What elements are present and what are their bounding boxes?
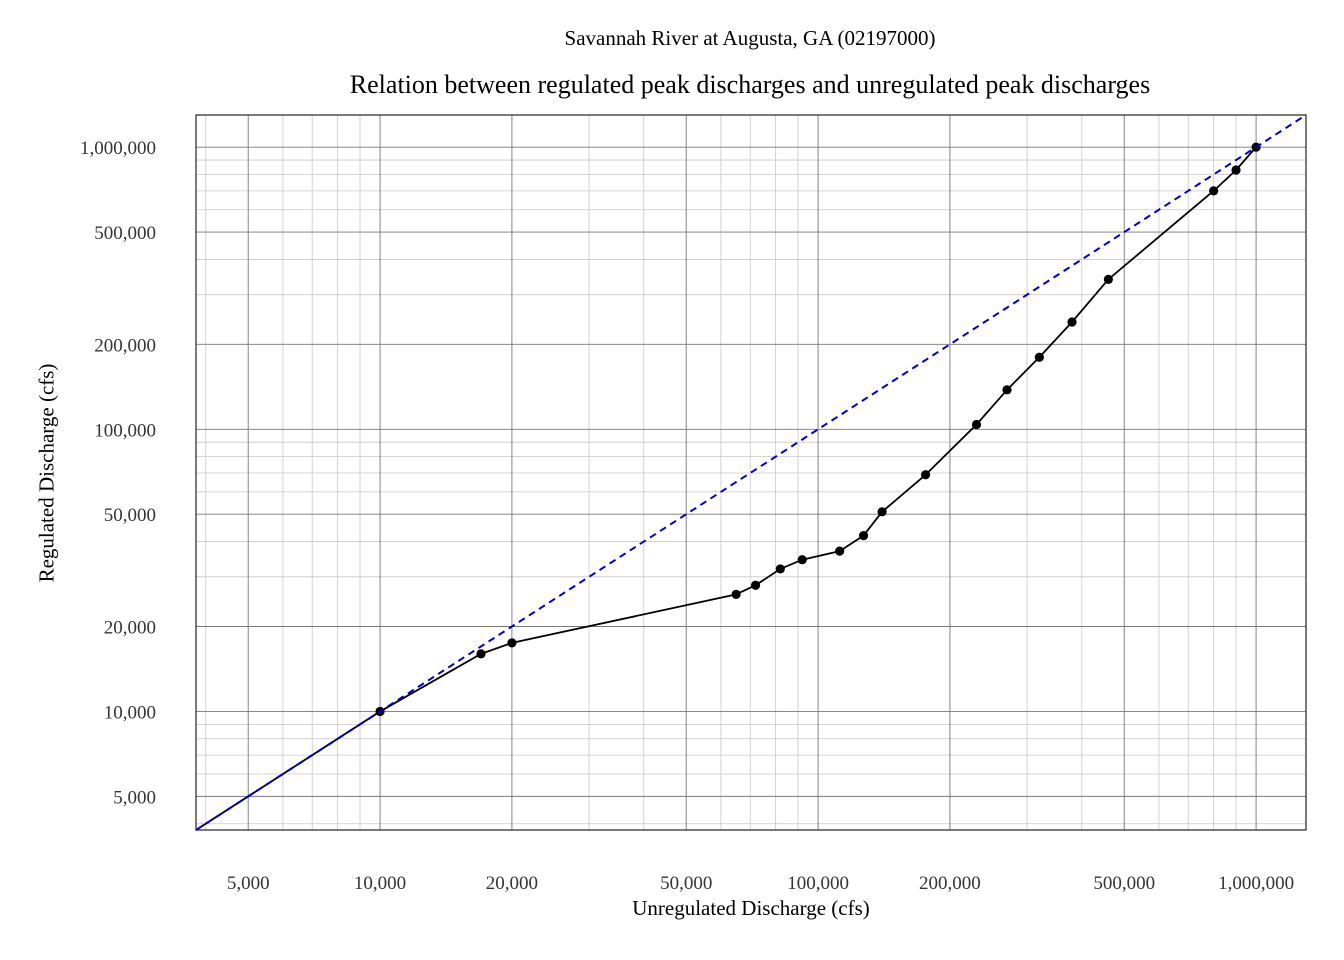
data-point-marker <box>1067 317 1077 327</box>
data-point-marker <box>797 555 807 565</box>
data-point-marker <box>877 507 887 517</box>
data-point-marker <box>1231 165 1241 175</box>
data-point-marker <box>750 580 761 590</box>
data-point-marker <box>921 470 931 480</box>
y-tick-labels: 5,000 10,000 20,000 50,000 100,000 200,000 500… <box>80 138 156 808</box>
minor-gridlines <box>196 115 1306 830</box>
data-point-marker <box>731 589 741 599</box>
data-point-marker <box>1002 385 1012 395</box>
data-point-marker <box>775 564 785 574</box>
x-tick-label: 5,000 <box>227 873 270 894</box>
regulated-relation-line <box>195 146 1257 831</box>
x-tick-label: 1,000,000 <box>1218 873 1294 894</box>
data-point-marker <box>507 638 517 648</box>
x-tick-label: 50,000 <box>660 873 712 894</box>
x-tick-label: 100,000 <box>787 873 849 894</box>
major-gridlines <box>196 115 1306 830</box>
y-tick-label: 1,000,000 <box>80 138 156 159</box>
data-point-marker <box>858 530 869 541</box>
x-tick-labels: 5,000 10,000 20,000 50,000 100,000 200,000 500… <box>227 873 1294 894</box>
y-tick-label: 50,000 <box>104 505 156 526</box>
data-point-marker <box>835 546 845 556</box>
y-tick-label: 5,000 <box>113 787 156 808</box>
y-tick-label: 100,000 <box>94 420 156 441</box>
data-point-marker <box>1209 186 1219 196</box>
y-tick-label: 200,000 <box>94 335 156 356</box>
chart-subtitle: Savannah River at Augusta, GA (02197000) <box>564 26 936 50</box>
y-tick-label: 10,000 <box>104 702 156 723</box>
data-point-marker <box>971 419 982 430</box>
x-tick-label: 10,000 <box>354 873 406 894</box>
x-axis-label: Unregulated Discharge (cfs) <box>632 896 870 920</box>
data-point-marker <box>476 649 486 659</box>
chart-title: Relation between regulated peak discharg… <box>349 70 1151 99</box>
one-to-one-dashed-line <box>195 114 1307 831</box>
x-tick-label: 20,000 <box>486 873 538 894</box>
plot-frame <box>195 114 1307 831</box>
y-tick-label: 20,000 <box>104 618 156 639</box>
data-point-marker <box>1103 274 1113 284</box>
y-tick-label: 500,000 <box>94 223 156 244</box>
y-axis-label: Regulated Discharge (cfs) <box>34 363 59 583</box>
series-layer <box>195 114 1307 831</box>
x-tick-label: 500,000 <box>1093 873 1155 894</box>
x-tick-label: 200,000 <box>919 873 981 894</box>
data-point-marker <box>1034 352 1044 362</box>
